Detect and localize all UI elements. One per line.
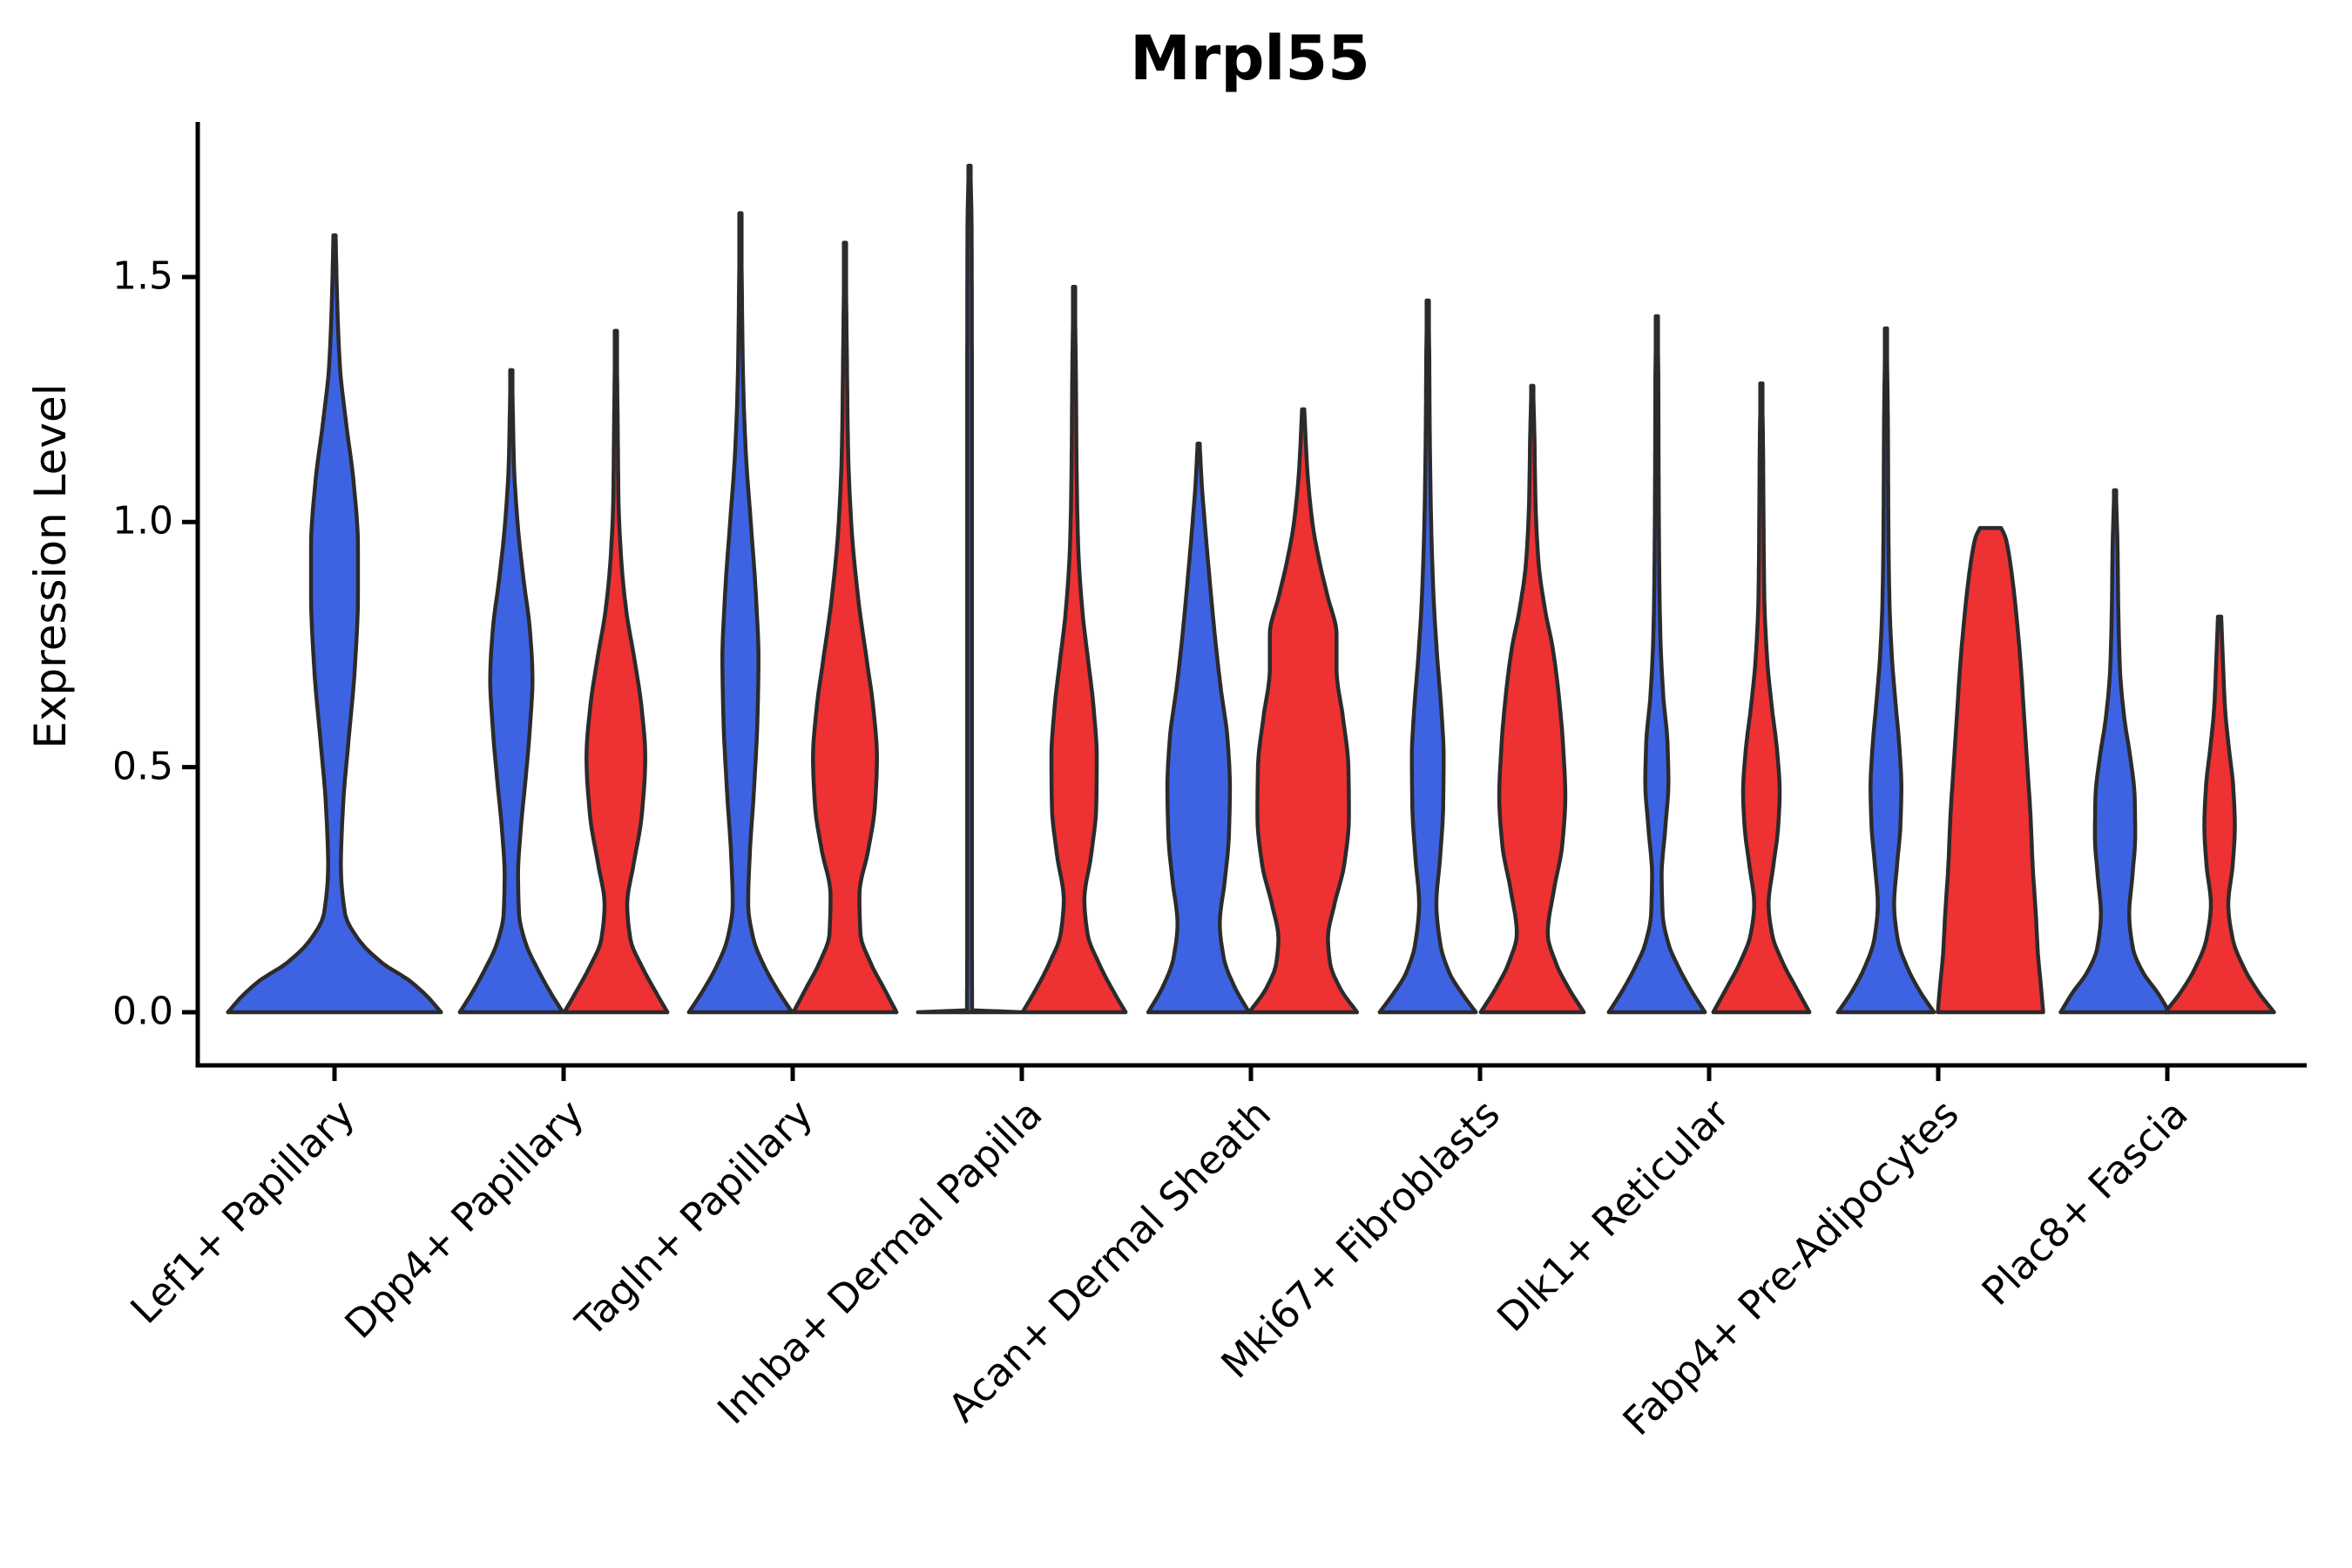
violin-mki67-fibroblasts-red [1478,383,1586,1015]
violin-plac8-fascia-blue [2058,488,2172,1015]
violin-fabp4-pre-adipocytes-red [1936,525,2045,1015]
violin-lef1-papillary-blue [226,233,443,1015]
y-tick-label: 0.0 [112,989,173,1034]
chart-title: Mrpl55 [1130,23,1370,94]
violin-dlk1-reticular-blue [1606,314,1707,1015]
violin-dpp4-papillary-red [562,328,670,1015]
y-tick-label: 0.5 [112,744,173,789]
violin-mki67-fibroblasts-blue [1377,298,1478,1015]
violin-fabp4-pre-adipocytes-blue [1835,326,1936,1015]
violin-inhba-dermal-papilla-red [1020,284,1128,1015]
violin-dpp4-papillary-blue [457,368,565,1015]
violin-tagln-papillary-red [791,240,899,1015]
violin-acan-dermal-sheath-red [1247,407,1360,1015]
y-tick-label: 1.5 [112,253,173,299]
violin-acan-dermal-sheath-blue [1146,442,1252,1015]
violin-inhba-dermal-papilla-blue [916,163,1024,1015]
y-tick-label: 1.0 [112,498,173,544]
violin-plac8-fascia-red [2163,614,2276,1015]
violin-dlk1-reticular-red [1711,381,1812,1015]
violin-tagln-papillary-blue [686,211,794,1015]
